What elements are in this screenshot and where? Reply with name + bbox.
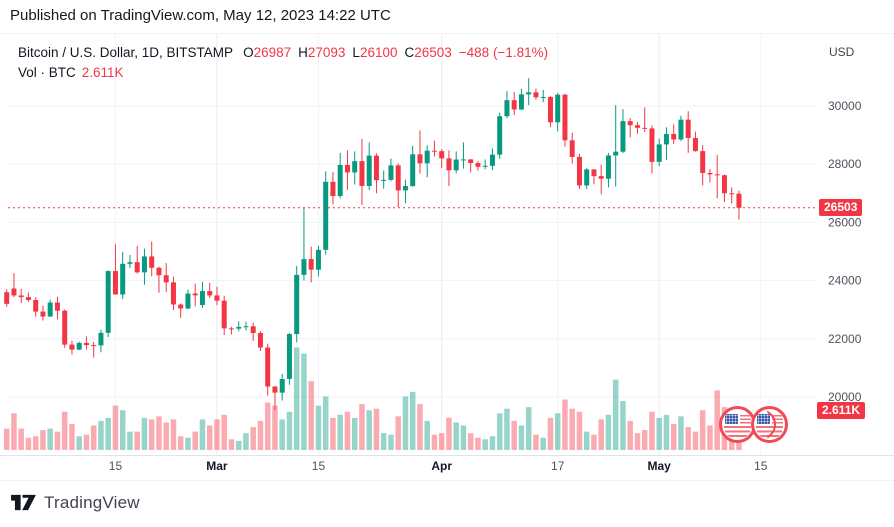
- flag-top-stripes: [772, 415, 783, 424]
- ohlc-close: C26503: [404, 45, 452, 60]
- svg-text:Apr: Apr: [431, 459, 452, 473]
- candlesticks: [4, 78, 742, 411]
- volume-label: Vol · BTC: [18, 65, 76, 80]
- svg-text:20000: 20000: [828, 390, 862, 404]
- svg-text:15: 15: [109, 459, 123, 473]
- svg-text:17: 17: [551, 459, 565, 473]
- flag-top-stripes: [740, 415, 751, 424]
- svg-text:28000: 28000: [828, 157, 862, 171]
- usd-flag-coin-icon: [719, 406, 756, 443]
- ohlc-high: H27093: [298, 45, 346, 60]
- published-bar: Published on TradingView.com, May 12, 20…: [0, 0, 894, 33]
- svg-text:24000: 24000: [828, 274, 862, 288]
- svg-text:22000: 22000: [828, 332, 862, 346]
- usd-flag-coin-icon: [751, 406, 788, 443]
- price-scale-unit: USD: [829, 45, 855, 59]
- flag-canton: [757, 414, 770, 424]
- published-text: Published on TradingView.com, May 12, 20…: [10, 7, 391, 24]
- symbol-title[interactable]: Bitcoin / U.S. Dollar, 1D, BITSTAMP: [18, 45, 234, 60]
- current-price-badge: 26503: [819, 199, 863, 216]
- tradingview-logo-icon: [11, 494, 36, 511]
- flag-stripes: [724, 426, 751, 439]
- current-volume-badge: 2.611K: [817, 402, 866, 419]
- tradingview-brand-text: TradingView: [44, 492, 140, 512]
- chart-top-divider: [0, 33, 894, 34]
- flag-canton: [725, 414, 738, 424]
- price-axis-labels: 30000 28000 26000 24000 22000 20000: [828, 99, 862, 404]
- chart-bottom-divider: [0, 480, 894, 481]
- svg-text:26000: 26000: [828, 215, 862, 229]
- time-axis-labels: 15 Mar 15 Apr 17 May 15: [109, 459, 768, 473]
- chart-legend: Bitcoin / U.S. Dollar, 1D, BITSTAMP O2698…: [18, 45, 548, 60]
- svg-text:15: 15: [312, 459, 326, 473]
- svg-text:May: May: [648, 459, 672, 473]
- time-axis-line: [0, 455, 894, 456]
- svg-text:15: 15: [754, 459, 768, 473]
- gridlines: [8, 34, 818, 455]
- volume-bars: [3, 347, 742, 450]
- ohlc-low: L26100: [352, 45, 398, 60]
- change-value: −488 (−1.81%): [458, 45, 549, 60]
- ohlc-open: O26987: [243, 45, 292, 60]
- svg-text:Mar: Mar: [206, 459, 228, 473]
- volume-value: 2.611K: [81, 65, 124, 80]
- svg-text:30000: 30000: [828, 99, 862, 113]
- tradingview-brand-link[interactable]: TradingView: [10, 492, 140, 513]
- volume-legend: Vol · BTC 2.611K: [18, 65, 124, 80]
